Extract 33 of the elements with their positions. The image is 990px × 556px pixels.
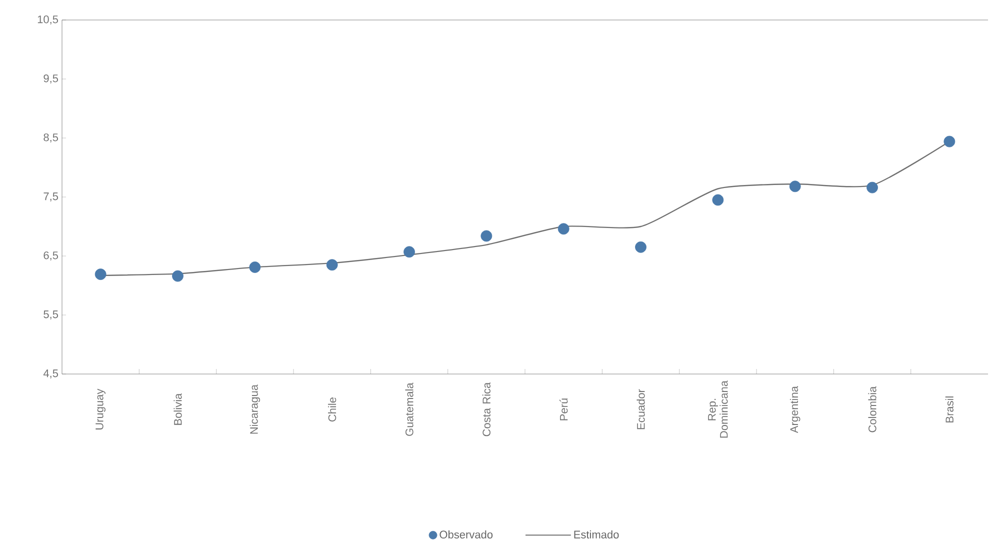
point	[635, 241, 646, 253]
y-tick-label: 10,5	[38, 15, 58, 25]
legend-label: Estimado	[574, 530, 619, 538]
legend-label: Observado	[440, 530, 493, 538]
x-tick-label: Brasil	[945, 396, 954, 422]
x-tick-label: Uruguay	[96, 388, 106, 430]
x-tick-label: Rep. Dominicana	[708, 380, 728, 438]
point	[944, 136, 956, 148]
point	[480, 230, 492, 242]
point	[326, 259, 338, 271]
x-tick-label: Chile	[328, 397, 336, 422]
point	[404, 246, 415, 258]
y-tick-label: 8,5	[44, 133, 58, 143]
x-tick-label: Ecuador	[636, 389, 645, 430]
x-tick-label: Costa Rica	[482, 382, 490, 436]
point	[249, 262, 261, 273]
y-tick-label: 6,5	[44, 251, 58, 261]
x-tick-label: Guatemala	[405, 382, 414, 436]
point	[789, 180, 801, 192]
y-tick-label: 7,5	[44, 192, 58, 202]
x-tick-label: Argentina	[790, 386, 800, 434]
x-tick-label: Nicaragua	[250, 384, 260, 434]
point	[866, 182, 878, 194]
point	[712, 194, 724, 206]
point	[94, 268, 106, 280]
x-tick-label: Perú	[559, 398, 568, 420]
point	[172, 270, 184, 282]
point	[558, 223, 570, 235]
y-tick-label: 4,5	[43, 370, 58, 378]
x-tick-label: Colombia	[868, 386, 876, 432]
x-tick-label: Bolivia	[174, 393, 182, 425]
y-tick-label: 9,5	[44, 74, 58, 84]
y-tick-label: 5,5	[44, 310, 58, 320]
